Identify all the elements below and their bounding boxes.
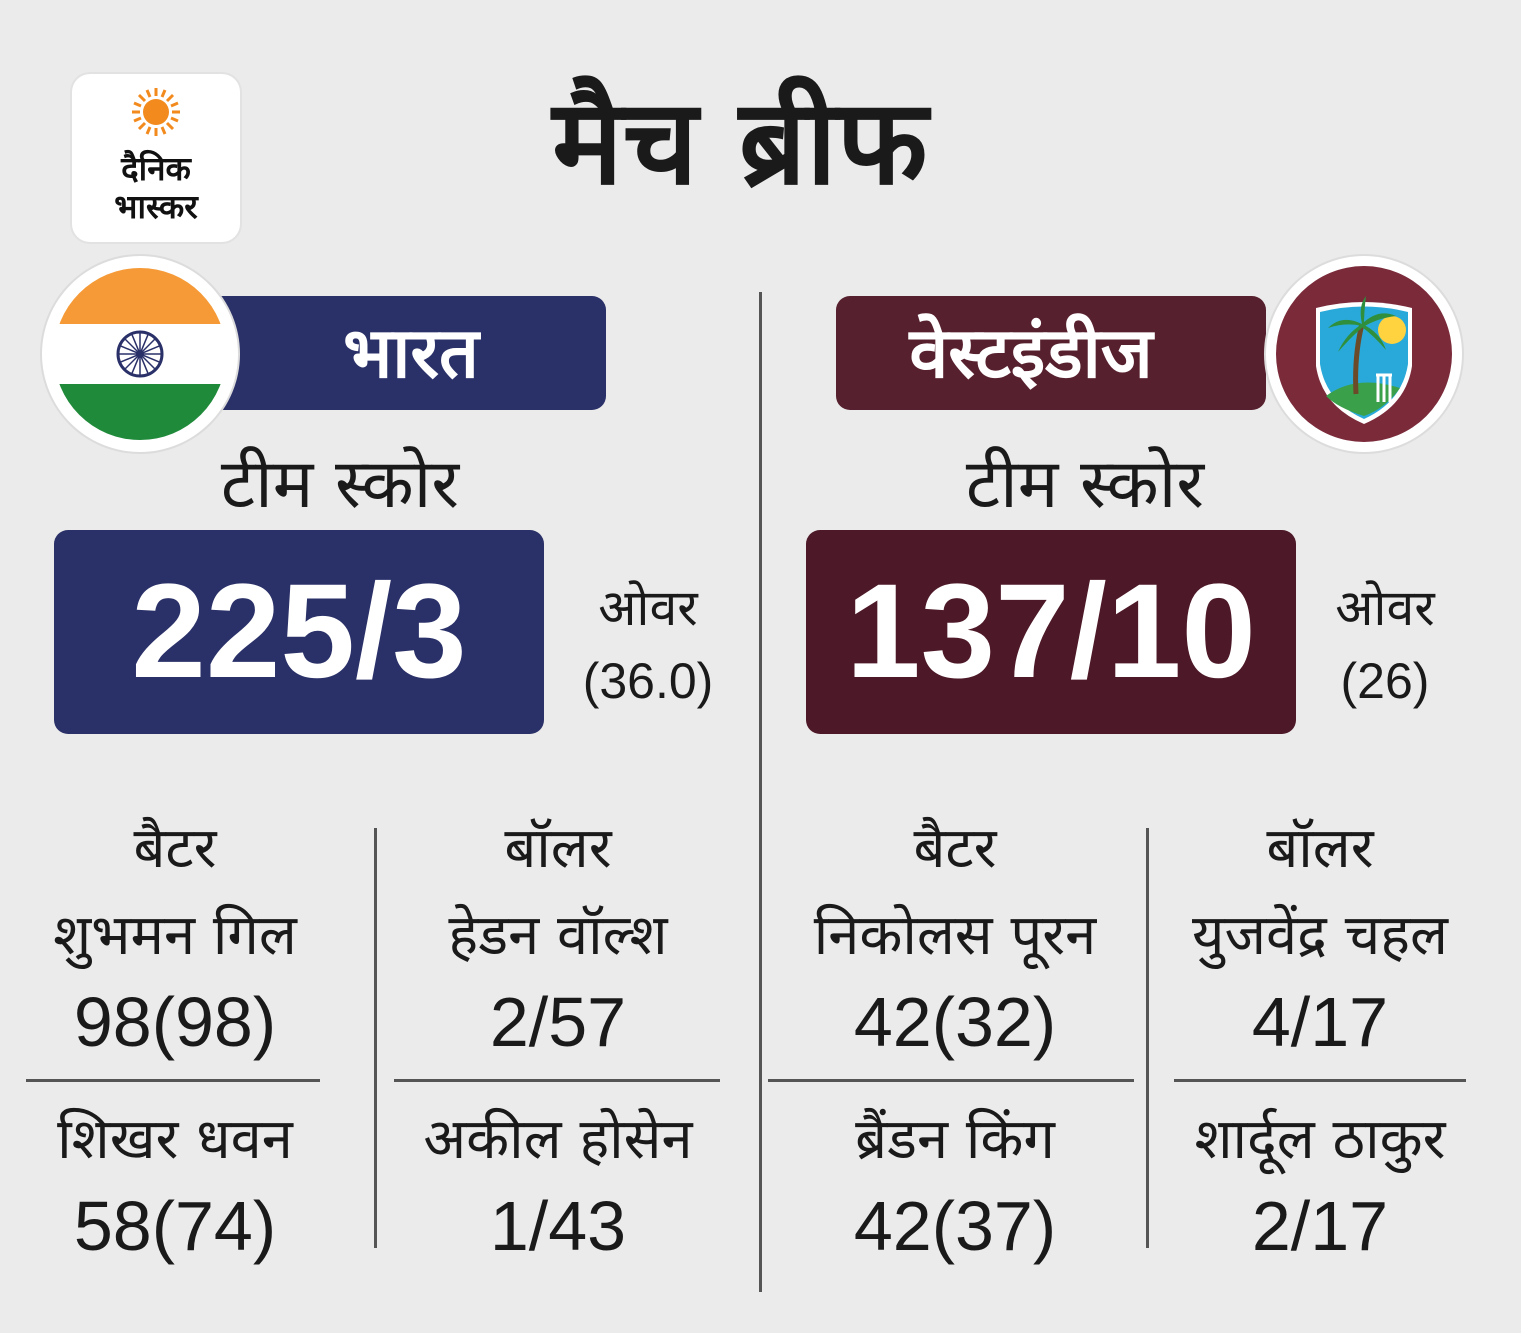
wi-batter-1-name: निकोलस पूरन — [813, 903, 1097, 968]
wi-name: वेस्टइंडीज — [909, 312, 1153, 394]
india-name-plate: भारत — [206, 296, 606, 410]
india-batter-head: बैटर — [133, 816, 217, 881]
india-overs-label: ओवर — [598, 580, 698, 636]
india-bowler-divider — [394, 1079, 720, 1082]
india-overs-value: (36.0) — [582, 652, 714, 709]
india-score: 225/3 — [54, 530, 544, 734]
india-batter-1-stat: 98(98) — [73, 983, 277, 1061]
sun-icon — [132, 88, 180, 136]
logo-line-2: भास्कर — [114, 187, 198, 226]
india-batter-divider — [26, 1079, 320, 1082]
wi-bowler-2-stat: 2/17 — [1251, 1187, 1389, 1265]
india-bowler-2-name: अकील होसेन — [423, 1107, 693, 1172]
wi-overs: ओवर (26) — [1290, 572, 1480, 717]
wi-batter-1-stat: 42(32) — [853, 983, 1057, 1061]
wi-overs-label: ओवर — [1335, 580, 1435, 636]
wi-bowler-1-stat: 4/17 — [1251, 983, 1389, 1061]
wi-batter-head: बैटर — [913, 816, 997, 881]
india-column-divider — [374, 828, 377, 1248]
wi-emblem-badge — [1266, 256, 1462, 452]
wi-batter-divider — [768, 1079, 1134, 1082]
wi-batter-2-name: ब्रैंडन किंग — [855, 1107, 1055, 1172]
india-bowler-1-name: हेडन वॉल्श — [448, 903, 668, 968]
west-indies-emblem-icon — [1276, 266, 1452, 442]
india-bowler-head: बॉलर — [504, 816, 612, 881]
india-flag-badge — [42, 256, 238, 452]
wi-column-divider — [1146, 828, 1149, 1248]
india-batter-2-name: शिखर धवन — [57, 1107, 293, 1172]
india-bowler-2-stat: 1/43 — [489, 1187, 627, 1265]
wi-bowler-2-name: शार्दूल ठाकुर — [1194, 1107, 1446, 1172]
dainik-bhaskar-logo: दैनिक भास्कर — [72, 74, 240, 242]
wi-batter-2-stat: 42(37) — [853, 1187, 1057, 1265]
wi-bowler-1-name: युजवेंद्र चहल — [1192, 903, 1448, 968]
logo-line-1: दैनिक — [121, 149, 191, 188]
india-flag-icon — [54, 268, 226, 440]
india-name: भारत — [343, 312, 479, 394]
india-overs: ओवर (36.0) — [548, 572, 748, 717]
india-team-score-label: टीम स्कोर — [220, 445, 460, 524]
page-title: मैच ब्रीफ — [552, 73, 928, 211]
india-batter-2-stat: 58(74) — [73, 1187, 277, 1265]
wi-score: 137/10 — [806, 530, 1296, 734]
wi-bowler-head: बॉलर — [1266, 816, 1374, 881]
india-bowler-1-stat: 2/57 — [489, 983, 627, 1061]
wi-team-score-label: टीम स्कोर — [965, 445, 1205, 524]
center-divider — [759, 292, 762, 1292]
india-batter-1-name: शुभमन गिल — [53, 903, 297, 968]
wi-overs-value: (26) — [1340, 652, 1430, 709]
wi-name-plate: वेस्टइंडीज — [836, 296, 1266, 410]
wi-bowler-divider — [1174, 1079, 1466, 1082]
